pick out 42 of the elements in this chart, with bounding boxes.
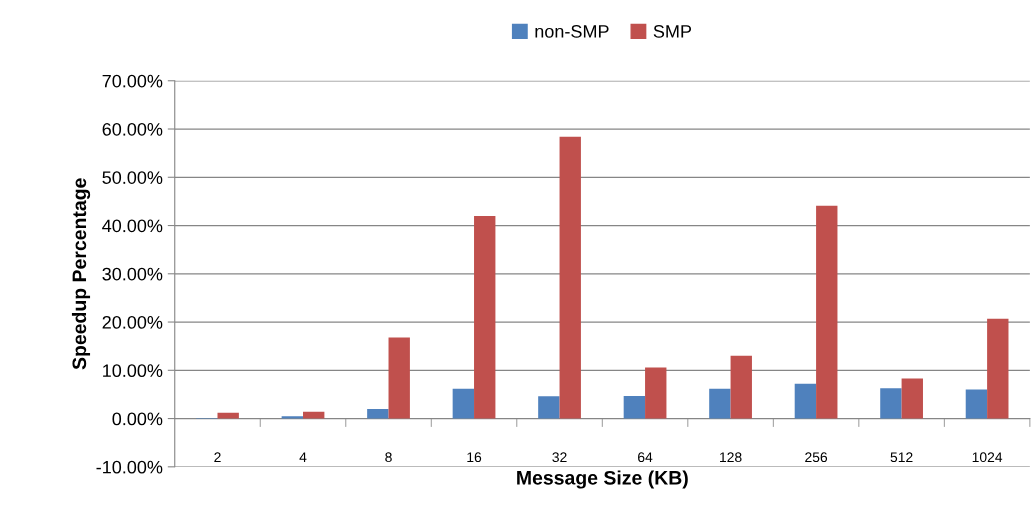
y-tick-label: 50.00% [102, 171, 163, 184]
y-tick-label: 70.00% [102, 74, 163, 88]
x-tick-label: 256 [805, 452, 828, 463]
x-tick-label: 128 [720, 452, 742, 463]
bar [623, 395, 646, 419]
bar [645, 367, 667, 419]
x-tick-label: 1024 [972, 452, 1003, 463]
bar [559, 136, 581, 419]
bar [709, 388, 731, 419]
bar [281, 416, 304, 419]
bar [538, 396, 560, 419]
x-tick-label: 32 [552, 452, 567, 463]
x-axis-title: Message Size (KB) [517, 470, 688, 489]
bar [901, 378, 923, 419]
x-tick-label: 64 [638, 452, 653, 463]
bar [303, 411, 325, 419]
bar [452, 388, 475, 419]
legend-label: non-SMP [535, 24, 609, 38]
y-tick-label: 60.00% [102, 122, 163, 136]
x-tick-label: 2 [214, 452, 221, 462]
legend-label: SMP [653, 24, 692, 38]
bar [730, 355, 752, 419]
y-tick-label: -10.00% [96, 460, 163, 474]
bar [965, 389, 988, 419]
y-tick-label: 30.00% [102, 267, 163, 281]
x-tick-label: 512 [890, 452, 913, 463]
bar [388, 337, 410, 419]
bar [217, 412, 239, 419]
bar [987, 318, 1009, 419]
y-tick-label: 0.00% [112, 412, 163, 426]
y-tick-label: 40.00% [102, 219, 163, 233]
x-tick-label: 8 [385, 452, 392, 463]
y-axis-title: Speedup Percentage [71, 178, 91, 370]
bar [794, 383, 817, 419]
bar [816, 205, 838, 419]
y-tick-label: 20.00% [102, 315, 163, 329]
y-tick-label: 10.00% [103, 364, 163, 378]
bar [880, 388, 902, 419]
bar [367, 408, 389, 419]
bar [474, 215, 496, 419]
x-tick-label: 4 [299, 452, 307, 462]
x-tick-label: 16 [467, 452, 482, 463]
